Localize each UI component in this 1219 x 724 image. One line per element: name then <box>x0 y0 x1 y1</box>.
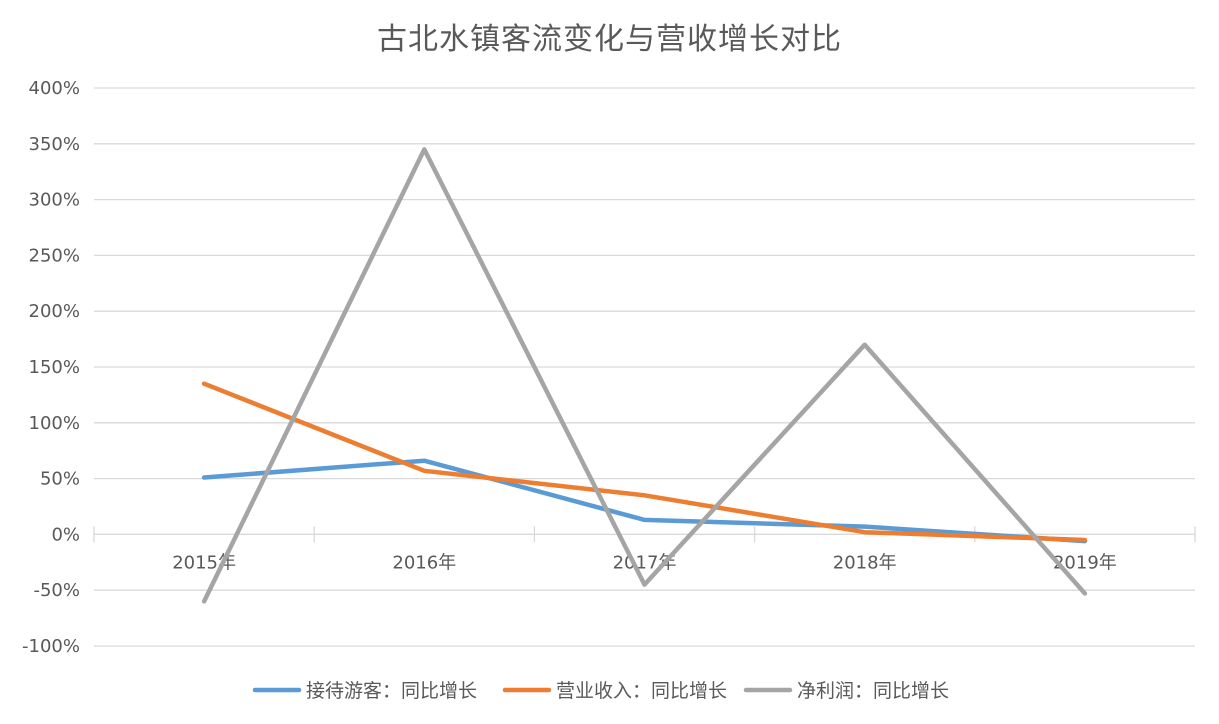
legend: 接待游客：同比增长 营业收入：同比增长 净利润：同比增长 <box>252 680 949 702</box>
y-tick-label: 350% <box>29 134 80 155</box>
x-tick-label: 2018年 <box>833 552 897 573</box>
chart-title: 古北水镇客流变化与营收增长对比 <box>377 22 842 57</box>
y-tick-label: 0% <box>51 524 80 545</box>
y-tick-label: 250% <box>29 245 80 266</box>
series-layer <box>201 147 1088 604</box>
y-tick-label: 50% <box>40 469 80 490</box>
y-tick-label: 100% <box>29 413 80 434</box>
y-tick-label: -50% <box>33 580 80 601</box>
x-tick-label: 2019年 <box>1053 552 1117 573</box>
x-tick-label: 2016年 <box>392 552 456 573</box>
legend-label: 净利润：同比增长 <box>797 680 949 702</box>
series-line-2 <box>201 381 1088 543</box>
y-tick-label: 200% <box>29 301 80 322</box>
series-line-3 <box>201 147 1088 604</box>
legend-item: 营业收入：同比增长 <box>502 680 727 702</box>
legend-item: 净利润：同比增长 <box>743 680 949 702</box>
y-tick-label: 300% <box>29 190 80 211</box>
legend-item: 接待游客：同比增长 <box>252 680 477 702</box>
y-tick-label: 400% <box>29 78 80 99</box>
y-tick-label: -100% <box>22 636 80 657</box>
y-tick-label: 150% <box>29 357 80 378</box>
series-line-1 <box>201 458 1088 544</box>
legend-label: 营业收入：同比增长 <box>556 680 727 702</box>
legend-label: 接待游客：同比增长 <box>306 680 477 702</box>
